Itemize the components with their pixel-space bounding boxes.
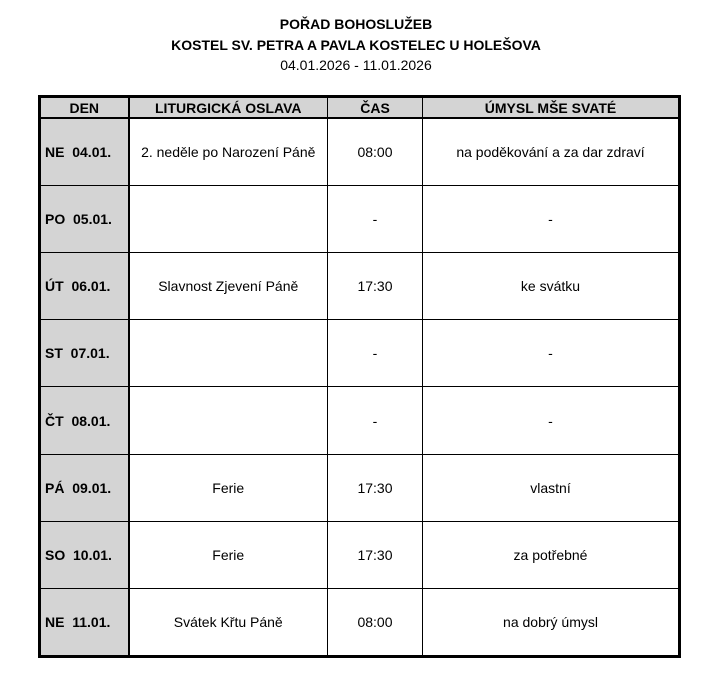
time-cell: 17:30 <box>327 520 423 589</box>
celebration-cell <box>128 319 328 388</box>
day-cell: ÚT 06.01. <box>39 252 130 321</box>
time-cell: - <box>327 185 423 254</box>
table-row: PÁ 09.01. Ferie 17:30 vlastní <box>39 453 680 522</box>
table-row: NE 11.01. Svátek Křtu Páně 08:00 na dobrý ú… <box>39 587 680 658</box>
celebration-cell: Ferie <box>128 520 328 589</box>
column-header-intention: ÚMYSL MŠE SVATÉ <box>422 96 680 119</box>
day-cell: PO 05.01. <box>39 185 130 254</box>
intention-cell: - <box>422 185 680 254</box>
document-title: POŘAD BOHOSLUŽEB <box>279 16 433 32</box>
celebration-cell: Slavnost Zjevení Páně <box>128 252 328 321</box>
time-cell: 17:30 <box>327 453 423 522</box>
intention-cell: ke svátku <box>422 252 680 321</box>
date-range: 04.01.2026 - 11.01.2026 <box>280 57 432 73</box>
schedule-table: DEN LITURGICKÁ OSLAVA ČAS ÚMYSL MŠE SVAT… <box>38 95 681 658</box>
table-header-row: DEN LITURGICKÁ OSLAVA ČAS ÚMYSL MŠE SVAT… <box>39 96 680 119</box>
time-cell: 08:00 <box>327 587 423 658</box>
intention-cell: na dobrý úmysl <box>422 587 680 658</box>
table-row: NE 04.01. 2. neděle po Narození Páně 08:00… <box>39 117 680 187</box>
intention-cell: za potřebné <box>422 520 680 589</box>
celebration-cell: Svátek Křtu Páně <box>128 587 328 658</box>
table-row: PO 05.01. - - <box>39 185 680 254</box>
table-row: ÚT 06.01. Slavnost Zjevení Páně 17:30 ke sv… <box>39 252 680 321</box>
celebration-cell <box>128 386 328 455</box>
table-row: ST 07.01. - - <box>39 319 680 388</box>
table-row: SO 10.01. Ferie 17:30 za potřebné <box>39 520 680 589</box>
day-cell: PÁ 09.01. <box>39 453 130 522</box>
column-header-day: DEN <box>39 96 130 119</box>
column-header-celebration: LITURGICKÁ OSLAVA <box>128 96 328 119</box>
column-header-time: ČAS <box>327 96 423 119</box>
intention-cell: vlastní <box>422 453 680 522</box>
celebration-cell: 2. neděle po Narození Páně <box>128 117 328 187</box>
celebration-cell <box>128 185 328 254</box>
time-cell: - <box>327 319 423 388</box>
intention-cell: - <box>422 319 680 388</box>
time-cell: 08:00 <box>327 117 423 187</box>
church-name: KOSTEL SV. PETRA A PAVLA KOSTELEC U HOLE… <box>171 37 541 53</box>
table-row: ČT 08.01. - - <box>39 386 680 455</box>
day-cell: SO 10.01. <box>39 520 130 589</box>
day-cell: ČT 08.01. <box>39 386 130 455</box>
day-cell: NE 04.01. <box>39 117 130 187</box>
intention-cell: - <box>422 386 680 455</box>
day-cell: NE 11.01. <box>39 587 130 658</box>
time-cell: - <box>327 386 423 455</box>
celebration-cell: Ferie <box>128 453 328 522</box>
time-cell: 17:30 <box>327 252 423 321</box>
intention-cell: na poděkování a za dar zdraví <box>422 117 680 187</box>
day-cell: ST 07.01. <box>39 319 130 388</box>
